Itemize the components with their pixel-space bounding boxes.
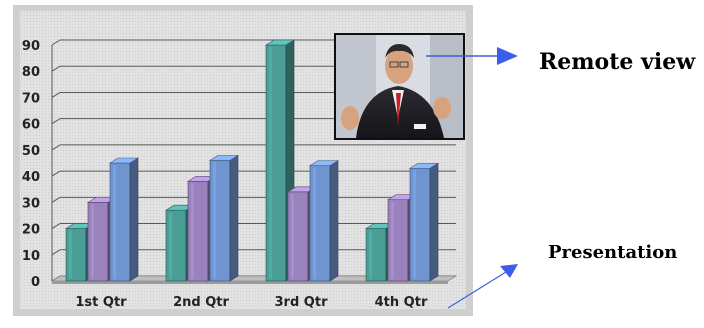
bar-side <box>429 162 439 282</box>
x-tick-label: 3rd Qtr <box>275 295 329 310</box>
bar-highlight <box>369 230 372 279</box>
x-tick-label: 1st Qtr <box>75 295 127 310</box>
y-axis-ticks: 0 10 20 30 40 50 60 70 80 90 <box>22 39 40 290</box>
y-tick-label: 20 <box>22 223 40 238</box>
bar-highlight <box>191 183 194 279</box>
bar-side <box>329 160 339 282</box>
bar-top <box>264 39 296 46</box>
bar-highlight <box>91 204 94 279</box>
y-tick-label: 60 <box>22 118 40 133</box>
bar-highlight <box>69 230 72 279</box>
gridline-slant <box>51 39 61 46</box>
bar-highlight <box>391 201 394 279</box>
gridline-slant <box>51 92 61 98</box>
bar-highlight <box>213 162 216 279</box>
x-tick-label: 2nd Qtr <box>173 295 229 310</box>
floor-edge <box>52 281 448 284</box>
bar-top <box>308 160 340 166</box>
bar-top <box>208 155 240 161</box>
gridline-slant <box>51 249 61 256</box>
bar-highlight <box>169 212 172 279</box>
bar-highlight <box>313 167 316 279</box>
y-tick-label: 40 <box>22 170 40 185</box>
remote-view-inset <box>334 33 465 140</box>
y-tick-label: 50 <box>22 144 40 159</box>
bar-side <box>229 154 239 282</box>
bar-highlight <box>291 193 294 279</box>
y-tick-label: 70 <box>22 91 40 106</box>
bar <box>308 160 340 282</box>
bar <box>108 157 140 282</box>
x-tick-label: 4th Qtr <box>375 295 428 310</box>
presentation-label: Presentation <box>548 242 677 263</box>
bar-highlight <box>269 47 272 279</box>
bar <box>208 154 240 282</box>
y-tick-label: 10 <box>22 249 40 264</box>
gridline-slant <box>51 170 61 177</box>
remote-view-label: Remote view <box>539 49 696 75</box>
bar-top <box>108 157 140 164</box>
gridline-slant <box>51 144 61 151</box>
bar-top <box>408 162 440 169</box>
gridline-slant <box>51 196 61 203</box>
y-tick-label: 80 <box>22 65 40 80</box>
gridline-slant <box>51 223 61 229</box>
bar-side <box>129 157 139 282</box>
bar-highlight <box>413 170 416 279</box>
bars <box>64 39 440 282</box>
remote-view-callout: Remote view <box>426 47 696 75</box>
gridline-slant <box>51 118 61 125</box>
x-axis-categories: 1st Qtr 2nd Qtr 3rd Qtr 4th Qtr <box>75 295 428 310</box>
presentation-arrow <box>447 271 507 309</box>
presentation-callout: Presentation <box>447 242 677 309</box>
bar-highlight <box>113 165 116 279</box>
remote-view-arrowhead-icon <box>497 47 518 65</box>
y-tick-label: 30 <box>22 196 40 211</box>
bar <box>408 162 440 282</box>
presentation-arrowhead-icon <box>500 264 518 278</box>
gridline-slant <box>51 65 61 72</box>
y-tick-label: 0 <box>31 275 40 290</box>
y-tick-label: 90 <box>22 39 40 54</box>
